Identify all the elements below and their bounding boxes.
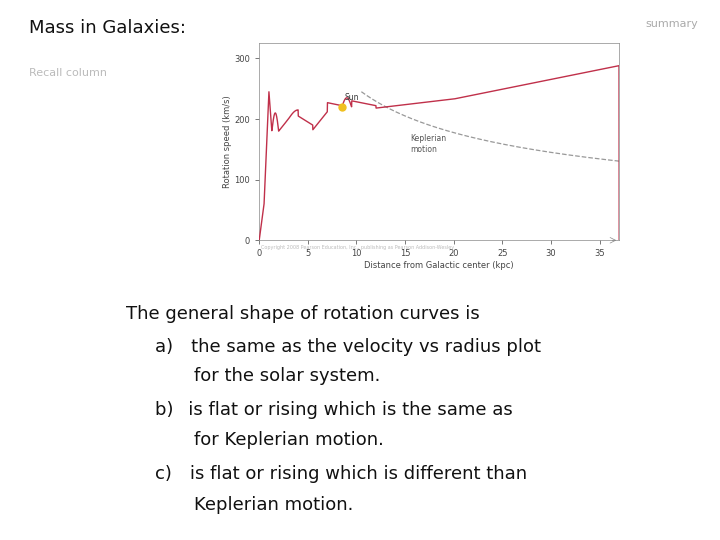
Text: summary: summary — [646, 19, 698, 29]
Y-axis label: Rotation speed (km/s): Rotation speed (km/s) — [222, 96, 232, 188]
Text: b)  is flat or rising which is the same as: b) is flat or rising which is the same a… — [155, 401, 513, 418]
X-axis label: Distance from Galactic center (kpc): Distance from Galactic center (kpc) — [364, 261, 514, 270]
Text: Recall column: Recall column — [29, 68, 107, 78]
Text: Keplerian motion.: Keplerian motion. — [194, 496, 354, 514]
Text: c) is flat or rising which is different than: c) is flat or rising which is different … — [155, 465, 527, 483]
Text: The general shape of rotation curves is: The general shape of rotation curves is — [126, 305, 480, 323]
Text: Copyright 2008 Pearson Education, Inc., publishing as Pearson Addison-Wesley: Copyright 2008 Pearson Education, Inc., … — [261, 245, 454, 249]
Text: Mass in Galaxies:: Mass in Galaxies: — [29, 19, 186, 37]
Text: Keplerian
motion: Keplerian motion — [410, 134, 446, 154]
Text: for the solar system.: for the solar system. — [194, 367, 381, 385]
Text: for Keplerian motion.: for Keplerian motion. — [194, 431, 384, 449]
Text: a) the same as the velocity vs radius plot: a) the same as the velocity vs radius pl… — [155, 338, 541, 355]
Text: Sun: Sun — [345, 93, 359, 102]
